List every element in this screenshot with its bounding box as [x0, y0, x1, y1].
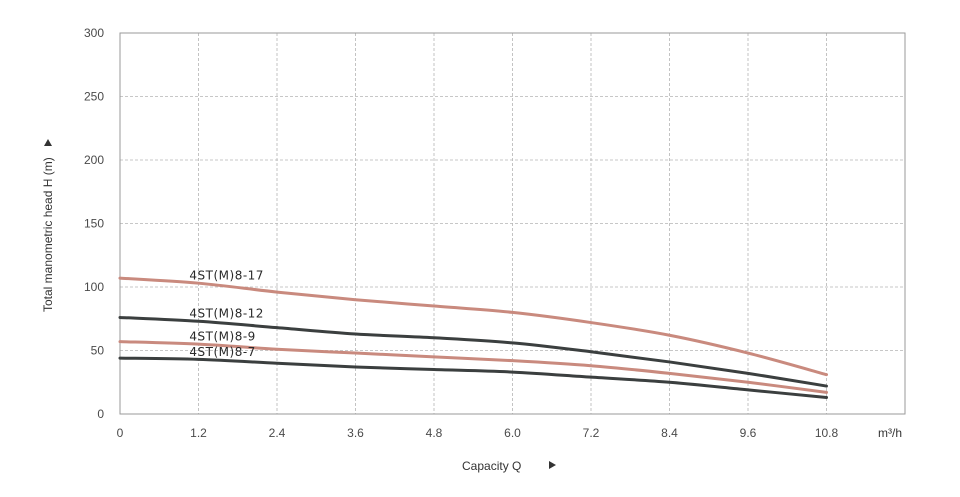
x-tick-label: 4.8 — [426, 426, 443, 440]
series-line — [118, 356, 828, 399]
x-tick-label: 0 — [117, 426, 124, 440]
x-tick-label: 6.0 — [504, 426, 521, 440]
series-label: 4ST(M)8-17 — [189, 268, 264, 282]
x-tick-label: 8.4 — [661, 426, 678, 440]
series-label: 4ST(M)8-7 — [189, 345, 255, 359]
y-axis-label: Total manometric head H (m) — [41, 157, 55, 312]
y-tick-label: 200 — [84, 153, 104, 167]
y-tick-label: 250 — [84, 90, 104, 104]
x-tick-label: 7.2 — [583, 426, 600, 440]
x-tick-label: 10.8 — [815, 426, 839, 440]
series-line — [118, 315, 828, 388]
x-tick-label: 9.6 — [740, 426, 757, 440]
x-tick-label: 1.2 — [190, 426, 207, 440]
y-tick-label: 0 — [97, 407, 104, 421]
y-tick-label: 100 — [84, 280, 104, 294]
y-ticks: 0 50 100 150 200 250 300 — [84, 26, 104, 421]
x-tick-label: 3.6 — [347, 426, 364, 440]
y-tick-label: 150 — [84, 217, 104, 231]
x-axis-label: Capacity Q — [462, 459, 521, 473]
y-axis-label-group: Total manometric head H (m) — [41, 139, 55, 312]
series-label: 4ST(M)8-9 — [189, 330, 255, 344]
y-tick-label: 300 — [84, 26, 104, 40]
x-tick-label: 2.4 — [269, 426, 286, 440]
series-label: 4ST(M)8-12 — [189, 307, 264, 321]
y-axis-arrow-icon — [44, 139, 52, 146]
series-line — [118, 340, 828, 394]
x-axis-label-group: Capacity Q — [462, 459, 556, 473]
plot-frame — [119, 32, 906, 415]
x-ticks: 0 1.2 2.4 3.6 4.8 6.0 7.2 8.4 9.6 10.8 — [117, 426, 839, 440]
series-lines — [118, 276, 828, 399]
x-axis-arrow-icon — [549, 461, 556, 469]
series-line — [118, 276, 828, 377]
x-axis-unit: m³/h — [878, 426, 902, 440]
y-tick-label: 50 — [91, 344, 105, 358]
